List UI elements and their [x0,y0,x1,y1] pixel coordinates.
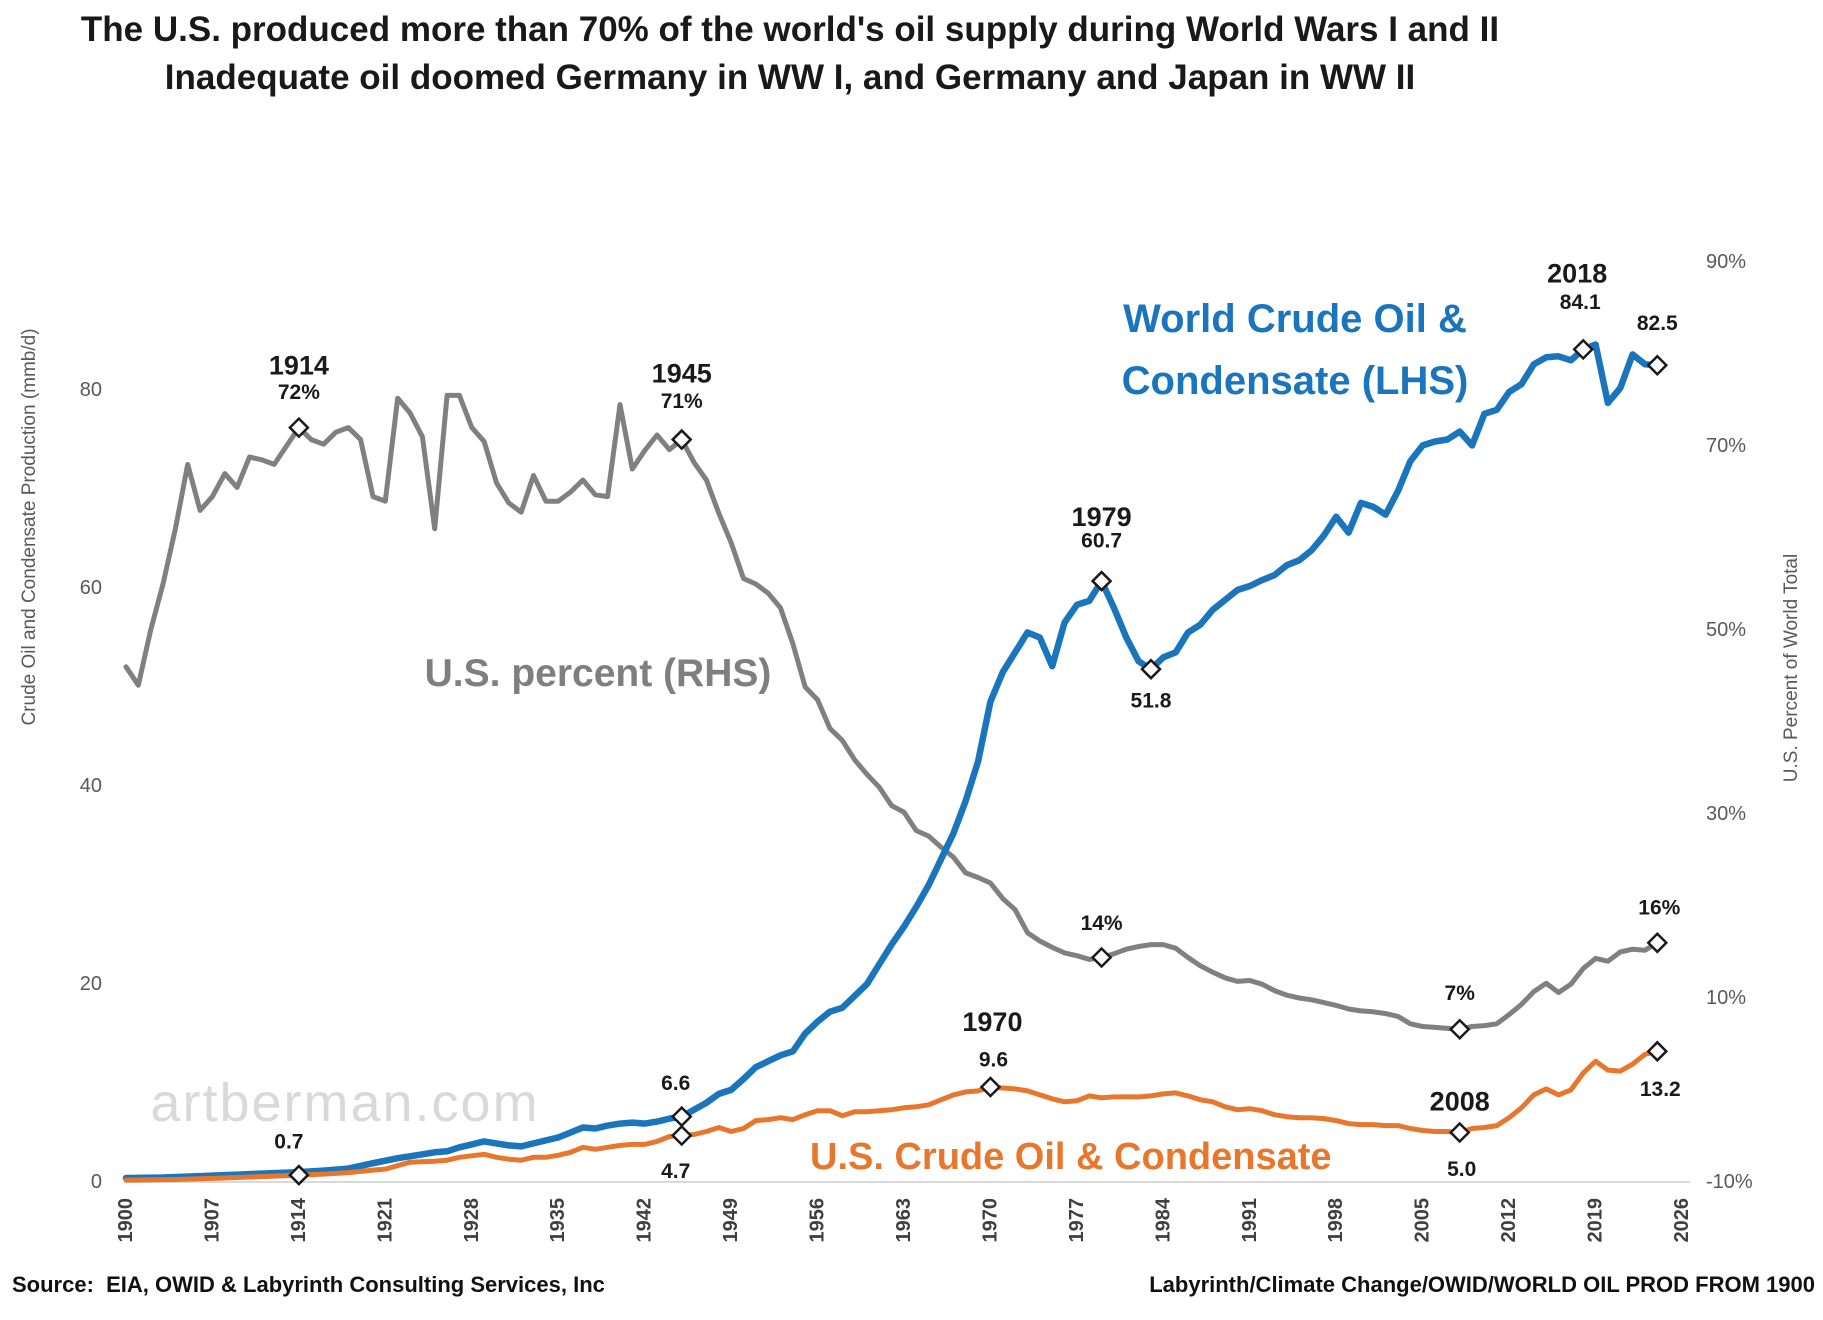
x-axis-tick: 1900 [115,1198,137,1243]
annotation-value: 6.6 [661,1072,690,1095]
right-axis-tick: 90% [1706,251,1746,273]
x-axis-tick: 2019 [1585,1198,1607,1243]
annotation-value: 82.5 [1637,312,1678,335]
annotation-value: 60.7 [1081,530,1122,553]
annotation-year: 2018 [1547,258,1607,288]
annotation-value: 0.7 [274,1131,303,1154]
x-axis-tick: 1914 [288,1197,310,1242]
right-axis-tick: 70% [1706,435,1746,457]
x-axis-tick: 2005 [1412,1198,1434,1243]
footer-note: Labyrinth/Climate Change/OWID/WORLD OIL … [1149,1272,1815,1297]
x-axis-tick: 1921 [374,1198,396,1243]
us-crude-series-label: U.S. Crude Oil & Condensate [810,1136,1332,1178]
x-axis-tick: 1984 [1152,1197,1174,1242]
annotation-value: 71% [661,390,703,413]
annotation-value: 13.2 [1640,1078,1681,1101]
series-line-u-s-percent-rhs- [123,392,1660,1032]
annotation-year: 1970 [962,1007,1022,1037]
x-axis-tick: 1963 [893,1198,915,1243]
x-axis-tick: 1935 [547,1198,569,1243]
data-marker [1646,932,1669,954]
data-marker [1090,946,1113,969]
annotation-value: 16% [1638,896,1680,919]
annotation-value: 4.7 [661,1160,690,1183]
data-marker [979,1076,1002,1098]
x-axis-tick: 1998 [1325,1198,1347,1243]
world-series-label-line2: Condensate (LHS) [1121,359,1469,403]
right-axis-tick: 10% [1706,987,1746,1009]
world-series-label: World Crude Oil & Condensate (LHS) [1103,288,1487,412]
x-axis-tick: 1942 [634,1198,656,1243]
x-axis-tick: 1907 [201,1198,223,1243]
annotation-year: 2008 [1430,1087,1490,1117]
data-marker [670,428,693,451]
left-axis-tick: 80 [80,379,102,401]
watermark: artberman.com [150,1073,540,1133]
left-axis-tick: 0 [91,1171,102,1193]
left-axis-title: Crude Oil and Condensate Production (mmb… [19,328,40,726]
series-line-world-crude-oil-condensate-lhs- [122,341,1661,1182]
chart-title-line2: Inadequate oil doomed Germany in WW I, a… [164,58,1416,97]
data-marker [1448,1018,1471,1041]
data-marker [1572,338,1594,361]
data-marker [1140,658,1162,680]
data-marker [1090,570,1113,592]
us-percent-series-label: U.S. percent (RHS) [424,652,772,695]
annotation-value: 51.8 [1131,690,1172,713]
annotation-year: 1945 [652,359,712,389]
x-axis-tick: 2026 [1671,1198,1693,1243]
x-axis-tick: 1977 [1066,1198,1088,1243]
data-marker [288,416,310,439]
annotation-value: 9.6 [979,1048,1008,1071]
annotation-year: 1914 [269,351,329,381]
right-axis-tick: -10% [1706,1171,1753,1193]
x-axis-tick: 1956 [807,1198,829,1243]
data-marker [288,1164,310,1186]
x-axis-tick: 1928 [461,1198,483,1243]
right-axis-title: U.S. Percent of World Total [1781,553,1802,783]
left-axis-tick: 40 [80,775,102,797]
x-axis-tick: 2012 [1498,1198,1520,1243]
right-axis-tick: 30% [1706,803,1746,825]
x-axis-tick: 1970 [979,1198,1001,1243]
source-note: Source: EIA, OWID & Labyrinth Consulting… [12,1272,605,1297]
right-axis-tick: 50% [1706,619,1746,641]
annotation-value: 72% [278,381,320,404]
data-marker [1448,1121,1471,1144]
annotation-value: 84.1 [1560,291,1601,314]
annotation-value: 7% [1445,982,1476,1005]
data-marker [1646,354,1669,377]
left-axis-tick: 60 [80,577,102,599]
x-axis-tick: 1949 [720,1198,742,1243]
chart-title: The U.S. produced more than 70% of the w… [0,6,1580,102]
annotation-value: 14% [1081,912,1123,935]
annotation-year: 1979 [1072,502,1132,532]
data-marker [670,1124,693,1147]
chart-title-line1: The U.S. produced more than 70% of the w… [80,10,1500,49]
left-axis-tick: 20 [80,973,102,995]
data-marker [1646,1040,1669,1063]
world-series-label-line1: World Crude Oil & [1123,297,1467,341]
annotation-value: 5.0 [1447,1158,1476,1181]
x-axis-tick: 1991 [1239,1198,1261,1243]
